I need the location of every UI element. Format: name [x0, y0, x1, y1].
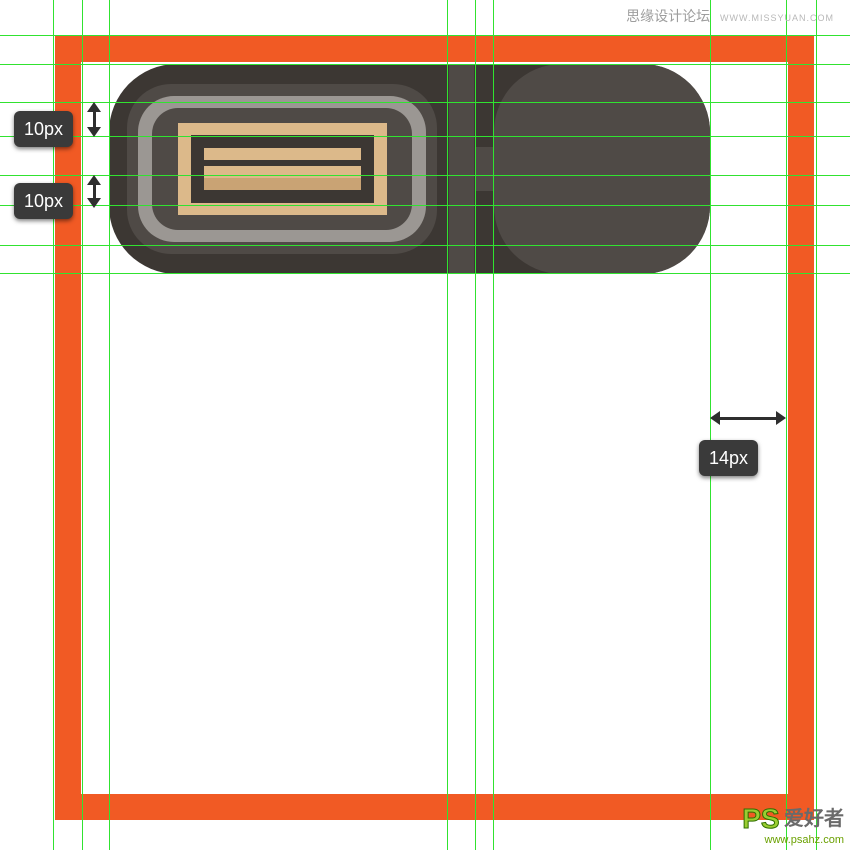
watermark-ps: PS	[742, 805, 779, 833]
watermark-top: 思缘设计论坛 WWW.MISSYUAN.COM	[626, 6, 834, 26]
dimension-label: 10px	[14, 183, 73, 219]
dimension-label: 10px	[14, 111, 73, 147]
watermark-top-url: WWW.MISSYUAN.COM	[720, 13, 834, 23]
watermark-cn: 爱好者	[784, 808, 844, 830]
dimension-label: 14px	[699, 440, 758, 476]
watermark-url: www.psahz.com	[742, 835, 844, 846]
usb-illustration	[0, 0, 850, 850]
watermark-bottom: PS 爱好者 www.psahz.com	[742, 805, 844, 846]
watermark-top-text: 思缘设计论坛	[626, 8, 710, 24]
